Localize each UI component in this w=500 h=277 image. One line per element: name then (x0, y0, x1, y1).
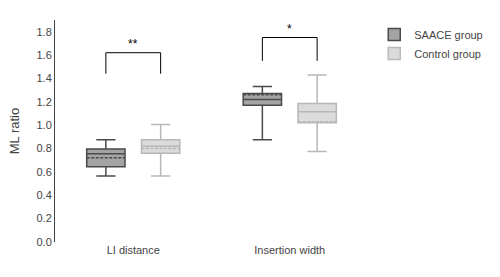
svg-text:LI distance: LI distance (107, 244, 160, 256)
svg-text:1.4: 1.4 (37, 72, 52, 84)
svg-text:1.0: 1.0 (37, 119, 52, 131)
svg-text:0.6: 0.6 (37, 166, 52, 178)
svg-text:ML ratio: ML ratio (7, 108, 22, 154)
svg-text:1.6: 1.6 (37, 49, 52, 61)
svg-text:1.8: 1.8 (37, 26, 52, 38)
svg-text:**: ** (128, 37, 138, 51)
svg-text:1.2: 1.2 (37, 96, 52, 108)
svg-text:Insertion width: Insertion width (254, 244, 325, 256)
svg-text:0.2: 0.2 (37, 212, 52, 224)
svg-text:0.8: 0.8 (37, 142, 52, 154)
svg-text:*: * (287, 22, 292, 36)
svg-text:0.4: 0.4 (37, 189, 52, 201)
svg-text:SAACE group: SAACE group (414, 29, 482, 41)
svg-text:0.0: 0.0 (37, 236, 52, 248)
svg-text:Control group: Control group (414, 48, 481, 60)
